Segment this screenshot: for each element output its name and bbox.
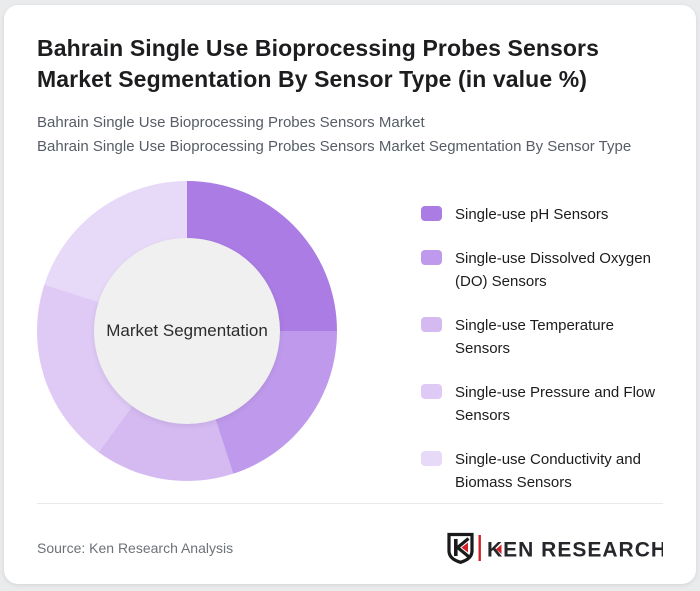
legend-swatch [421, 317, 442, 333]
legend-swatch [421, 451, 442, 467]
page-title: Bahrain Single Use Bioprocessing Probes … [37, 35, 599, 92]
legend-item: Single-use pH Sensors [421, 203, 663, 226]
legend-item: Single-use Dissolved Oxygen (DO) Sensors [421, 247, 663, 293]
footer: Source: Ken Research Analysis KEN RESEAR… [37, 528, 663, 568]
ken-research-logo: KEN RESEARCH [447, 532, 663, 564]
legend-label: Single-use Dissolved Oxygen (DO) Sensors [455, 250, 651, 291]
chart-section: Market Segmentation Single-use pH Sensor… [37, 181, 663, 494]
subtitle-line-1: Bahrain Single Use Bioprocessing Probes … [37, 114, 425, 132]
source-text: Source: Ken Research Analysis [37, 540, 234, 556]
footer-divider [37, 503, 663, 504]
legend-item: Single-use Temperature Sensors [421, 314, 663, 360]
legend-swatch [421, 206, 442, 222]
chart-center-label: Market Segmentation [106, 321, 268, 341]
legend-label: Single-use Pressure and Flow Sensors [455, 384, 656, 425]
legend-label: Single-use Conductivity and Biomass Sens… [455, 451, 641, 492]
legend-item: Single-use Conductivity and Biomass Sens… [421, 448, 663, 494]
subtitle-line-2: Bahrain Single Use Bioprocessing Probes … [37, 138, 632, 156]
chart-legend: Single-use pH Sensors Single-use Dissolve… [421, 181, 663, 494]
legend-item: Single-use Pressure and Flow Sensors [421, 381, 663, 427]
infographic-card: Bahrain Single Use Bioprocessing Probes … [4, 5, 696, 584]
legend-swatch [421, 384, 442, 400]
subtitle-block: Bahrain Single Use Bioprocessing Probes … [37, 111, 663, 159]
legend-label: Single-use Temperature Sensors [455, 317, 614, 358]
legend-swatch [421, 250, 442, 266]
donut-hole: Market Segmentation [94, 238, 280, 425]
logo-shield-icon [447, 532, 474, 564]
donut-chart: Market Segmentation [37, 181, 337, 482]
logo-separator [478, 535, 481, 561]
legend-label: Single-use pH Sensors [455, 206, 609, 224]
logo-brand-text: KEN RESEARCH [487, 539, 663, 562]
